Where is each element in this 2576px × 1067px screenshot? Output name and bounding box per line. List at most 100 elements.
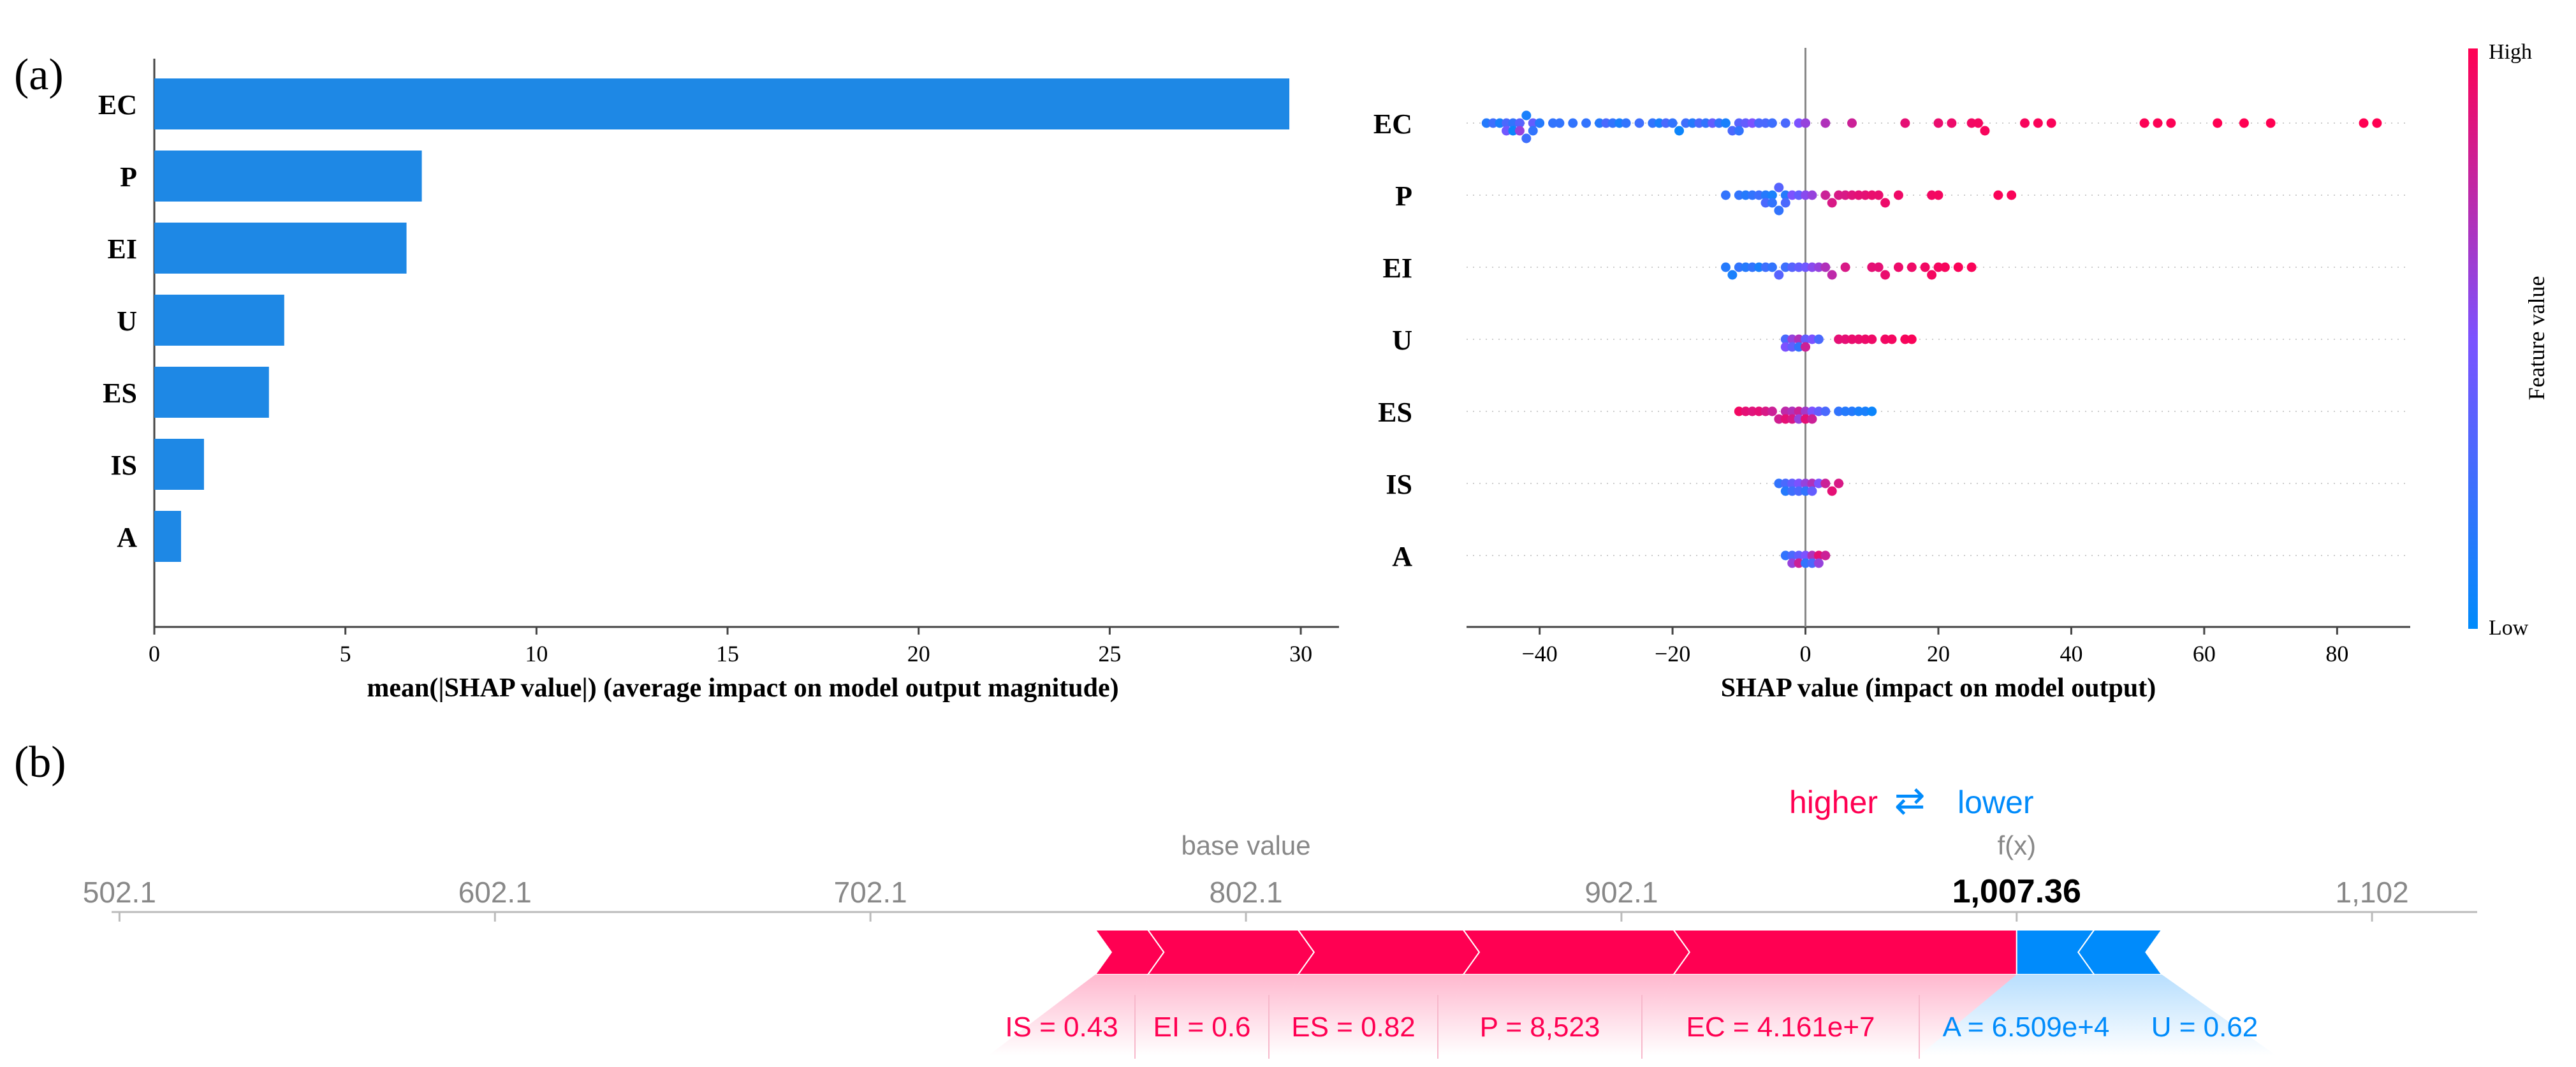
beeswarm-point-ec	[1794, 118, 1804, 128]
force-tick-label: 602.1	[458, 876, 532, 909]
beeswarm-point-ei	[1754, 262, 1764, 272]
beeswarm-point-ei	[1813, 262, 1824, 272]
bar-x-tick-label: 0	[149, 641, 160, 666]
beeswarm-point-ec	[1747, 118, 1757, 128]
beeswarm-point-ei	[1873, 262, 1884, 272]
beeswarm-point-ec	[1521, 110, 1532, 121]
beeswarm-point-ec	[2265, 118, 2276, 128]
force-segment-negative	[2077, 929, 2163, 975]
force-tick-label: 902.1	[1584, 876, 1658, 909]
beeswarm-point-ec	[1502, 118, 1512, 128]
beeswarm-point-ec	[1654, 118, 1664, 128]
beeswarm-point-ec	[2372, 118, 2382, 128]
colorbar-title: Feature value	[2524, 276, 2549, 401]
beeswarm-label-is: IS	[1386, 469, 1412, 500]
force-tick-label: 502.1	[83, 876, 156, 909]
force-connector-positive	[988, 975, 1148, 1056]
beeswarm-point-p	[1767, 198, 1777, 208]
force-segment-positive	[1672, 929, 2017, 975]
beeswarm-point-ec	[1555, 118, 1565, 128]
beeswarm-row-guides	[1467, 122, 2410, 556]
beeswarm-chart: EC P EI U ES IS A −40 −20 0 20 40 60 80 SHAP value (…	[1373, 40, 2549, 703]
bar-label-ei: EI	[108, 233, 137, 265]
beeswarm-feature-labels: EC P EI U ES IS A	[1373, 108, 1412, 572]
beeswarm-point-p	[1787, 190, 1797, 200]
beeswarm-point-ec	[1980, 126, 1990, 136]
force-connector-positive	[1642, 975, 2017, 1056]
beeswarm-point-a	[1801, 558, 1811, 568]
beeswarm-point-ei	[1840, 262, 1850, 272]
beeswarm-point-ec	[1687, 118, 1697, 128]
beeswarm-point-u	[1880, 334, 1891, 344]
beeswarm-point-ec	[1528, 126, 1538, 136]
beeswarm-point-is	[1813, 478, 1824, 489]
beeswarm-point-ec	[1754, 118, 1764, 128]
beeswarm-point-ec	[1488, 118, 1498, 128]
beeswarm-point-ec	[1508, 126, 1518, 136]
beeswarm-point-ei	[1767, 262, 1777, 272]
colorbar	[2468, 48, 2478, 629]
beeswarm-point-es	[1767, 406, 1777, 416]
beeswarm-point-a	[1787, 550, 1797, 561]
bar-is	[154, 439, 204, 490]
force-label-negative: U = 0.62	[2151, 1012, 2258, 1043]
beeswarm-point-is	[1774, 478, 1784, 489]
beeswarm-point-u	[1794, 342, 1804, 352]
bar-x-tick-label: 20	[907, 641, 930, 666]
bar-ec	[154, 78, 1290, 129]
beeswarm-point-p	[1993, 190, 2003, 200]
beeswarm-point-ec	[1514, 118, 1525, 128]
force-tick-label: 1,007.36	[1952, 873, 2081, 910]
beeswarm-x-tick-label: 40	[2060, 641, 2082, 666]
bar-chart: EC P EI U ES IS A 0 5 10 15 20 25 30 mean(|SHAP valu…	[98, 59, 1339, 703]
beeswarm-point-ei	[1794, 262, 1804, 272]
beeswarm-point-ec	[1820, 118, 1831, 128]
beeswarm-point-ec	[1548, 118, 1558, 128]
beeswarm-point-ei	[1827, 270, 1837, 280]
force-segment-positive	[1296, 929, 1481, 975]
beeswarm-point-ec	[1966, 118, 1977, 128]
force-connector-negative	[1919, 975, 2133, 1056]
beeswarm-point-is	[1794, 486, 1804, 496]
beeswarm-point-ei	[1953, 262, 1963, 272]
beeswarm-point-ec	[1568, 118, 1578, 128]
beeswarm-point-ec	[1727, 126, 1738, 136]
force-label-negative: A = 6.509e+4	[1943, 1012, 2110, 1043]
beeswarm-point-p	[1760, 198, 1771, 208]
beeswarm-point-ec	[1780, 118, 1790, 128]
bar-label-a: A	[117, 522, 137, 553]
beeswarm-point-is	[1807, 486, 1817, 496]
beeswarm-point-p	[1747, 190, 1757, 200]
beeswarm-point-ec	[2046, 118, 2056, 128]
beeswarm-point-u	[1854, 334, 1864, 344]
beeswarm-point-p	[1741, 190, 1751, 200]
beeswarm-point-ei	[1801, 262, 1811, 272]
beeswarm-point-p	[1774, 205, 1784, 216]
beeswarm-point-es	[1754, 406, 1764, 416]
bar-label-es: ES	[103, 378, 137, 409]
beeswarm-point-u	[1867, 334, 1877, 344]
beeswarm-point-ec	[1535, 118, 1545, 128]
beeswarm-point-p	[1801, 190, 1811, 200]
beeswarm-point-u	[1900, 334, 1910, 344]
beeswarm-point-ec	[1648, 118, 1658, 128]
beeswarm-label-es: ES	[1378, 397, 1412, 428]
force-label-positive: ES = 0.82	[1291, 1012, 1415, 1043]
beeswarm-x-tick-label: 20	[1927, 641, 1950, 666]
force-axis-ticks: 502.1 602.1 702.1 802.1 902.1 1,007.36 1,102	[83, 873, 2409, 922]
beeswarm-point-is	[1820, 478, 1831, 489]
beeswarm-point-ec	[2239, 118, 2249, 128]
beeswarm-point-is	[1827, 486, 1837, 496]
beeswarm-point-p	[1867, 190, 1877, 200]
colorbar-high-label: High	[2489, 40, 2532, 64]
beeswarm-point-ec	[1581, 118, 1592, 128]
bar-label-u: U	[117, 305, 137, 337]
beeswarm-point-es	[1747, 406, 1757, 416]
beeswarm-point-ei	[1893, 262, 1903, 272]
beeswarm-point-a	[1807, 558, 1817, 568]
beeswarm-point-is	[1787, 486, 1797, 496]
beeswarm-point-u	[1906, 334, 1917, 344]
bar-label-is: IS	[110, 450, 137, 481]
bar-x-tick-label: 10	[525, 641, 548, 666]
beeswarm-point-ei	[1933, 262, 1943, 272]
